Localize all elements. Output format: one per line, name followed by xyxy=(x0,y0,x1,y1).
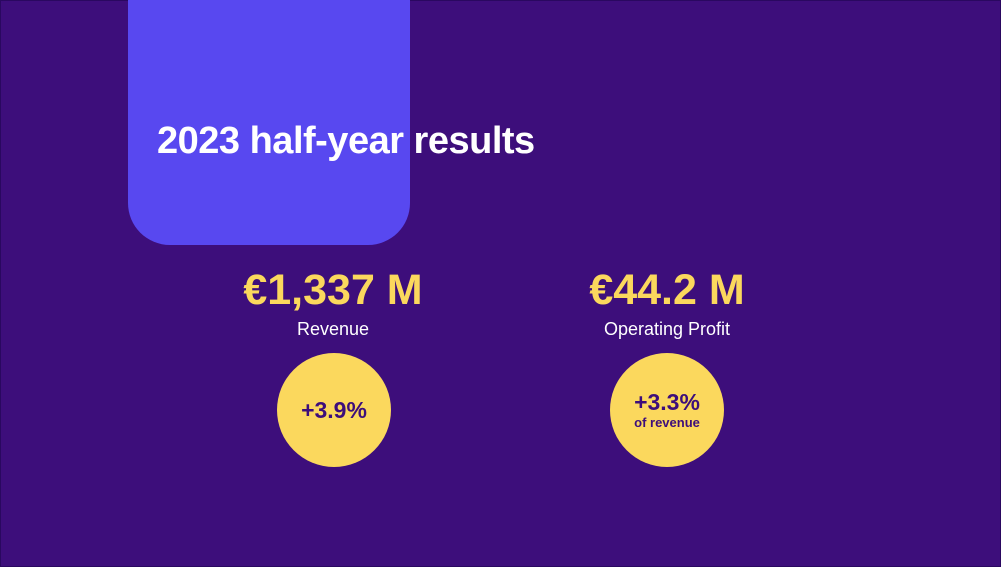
revenue-growth-badge: +3.9% xyxy=(277,353,391,467)
operating-profit-value: €44.2 M xyxy=(589,266,745,314)
operating-profit-label: Operating Profit xyxy=(603,319,731,339)
revenue-label: Revenue xyxy=(296,319,370,339)
accent-block xyxy=(128,0,410,245)
revenue-metric: €1,337 M Revenue xyxy=(183,262,483,340)
revenue-growth-value: +3.9% xyxy=(301,397,367,423)
operating-profit-margin-note: of revenue xyxy=(634,415,700,430)
operating-profit-margin-badge: +3.3% of revenue xyxy=(610,353,724,467)
operating-profit-margin-value: +3.3% xyxy=(634,389,700,415)
revenue-value: €1,337 M xyxy=(243,266,423,314)
page-title: 2023 half-year results xyxy=(157,120,535,162)
operating-profit-metric: €44.2 M Operating Profit xyxy=(517,262,817,340)
